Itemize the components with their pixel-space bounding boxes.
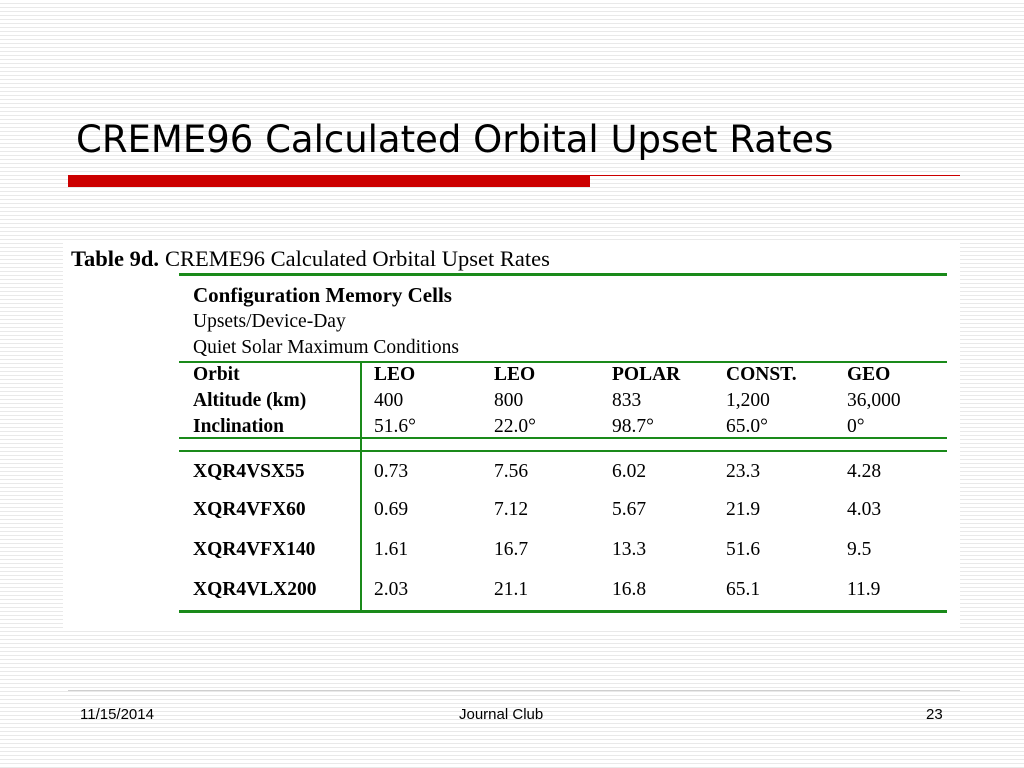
title-underline-thick — [68, 175, 590, 187]
footer-center-text: Journal Club — [459, 706, 544, 723]
table-caption-label: Table 9d. — [71, 246, 159, 271]
header-bottom-rule-1 — [179, 437, 947, 439]
orbit-header-cell: CONST. — [726, 364, 797, 385]
table-image-panel: Table 9d. CREME96 Calculated Orbital Upse… — [63, 240, 960, 628]
table-subheading-conditions: Quiet Solar Maximum Conditions — [193, 337, 459, 358]
altitude-cell: 1,200 — [726, 390, 770, 411]
upset-rate-cell: 7.12 — [494, 499, 529, 520]
footer-date: 11/15/2014 — [80, 706, 154, 723]
footer-divider — [68, 690, 960, 691]
upset-rate-cell: 7.56 — [494, 461, 529, 482]
footer-page-number: 23 — [926, 706, 943, 723]
device-name-cell: XQR4VSX55 — [193, 461, 305, 482]
upset-rate-cell: 23.3 — [726, 461, 761, 482]
orbit-header-cell: POLAR — [612, 364, 681, 385]
header-top-rule — [179, 361, 947, 363]
inclination-cell: 65.0° — [726, 416, 768, 437]
device-name-cell: XQR4VFX140 — [193, 539, 316, 560]
device-name-cell: XQR4VFX60 — [193, 499, 306, 520]
altitude-cell: 36,000 — [847, 390, 901, 411]
table-bottom-rule — [179, 610, 947, 613]
title-underline-thin — [590, 175, 960, 176]
orbit-header-cell: GEO — [847, 364, 891, 385]
orbit-header-cell: LEO — [494, 364, 536, 385]
device-name-cell: XQR4VLX200 — [193, 579, 317, 600]
upset-rate-cell: 21.9 — [726, 499, 761, 520]
table-heading: Configuration Memory Cells — [193, 283, 452, 307]
table-caption: Table 9d. CREME96 Calculated Orbital Upse… — [71, 246, 550, 272]
upset-rate-cell: 6.02 — [612, 461, 647, 482]
altitude-cell: 833 — [612, 390, 642, 411]
upset-rate-cell: 0.69 — [374, 499, 409, 520]
row-label-altitude: Altitude (km) — [193, 390, 307, 411]
inclination-cell: 51.6° — [374, 416, 416, 437]
upset-rate-cell: 5.67 — [612, 499, 647, 520]
header-bottom-rule-2 — [179, 450, 947, 452]
upset-rate-cell: 4.03 — [847, 499, 882, 520]
upset-rate-cell: 4.28 — [847, 461, 882, 482]
upset-rate-cell: 9.5 — [847, 539, 872, 560]
table-caption-text: CREME96 Calculated Orbital Upset Rates — [164, 246, 550, 271]
upset-rate-cell: 16.7 — [494, 539, 529, 560]
upset-rate-cell: 1.61 — [374, 539, 409, 560]
slide-title: CREME96 Calculated Orbital Upset Rates — [76, 118, 834, 161]
upset-rate-cell: 13.3 — [612, 539, 647, 560]
orbit-header-cell: LEO — [374, 364, 416, 385]
inclination-cell: 0° — [847, 416, 865, 437]
table-subheading-units: Upsets/Device-Day — [193, 311, 346, 332]
upset-rate-cell: 11.9 — [847, 579, 881, 600]
table-top-rule — [179, 273, 947, 276]
inclination-cell: 22.0° — [494, 416, 536, 437]
upset-rate-cell: 0.73 — [374, 461, 409, 482]
row-label-inclination: Inclination — [193, 416, 285, 437]
upset-rate-cell: 51.6 — [726, 539, 761, 560]
inclination-cell: 98.7° — [612, 416, 654, 437]
upset-rate-cell: 21.1 — [494, 579, 529, 600]
altitude-cell: 400 — [374, 390, 404, 411]
altitude-cell: 800 — [494, 390, 524, 411]
upset-rate-cell: 16.8 — [612, 579, 647, 600]
upset-rate-cell: 2.03 — [374, 579, 409, 600]
row-label-orbit: Orbit — [193, 364, 240, 385]
table-column-divider — [360, 361, 362, 613]
upset-rate-cell: 65.1 — [726, 579, 761, 600]
